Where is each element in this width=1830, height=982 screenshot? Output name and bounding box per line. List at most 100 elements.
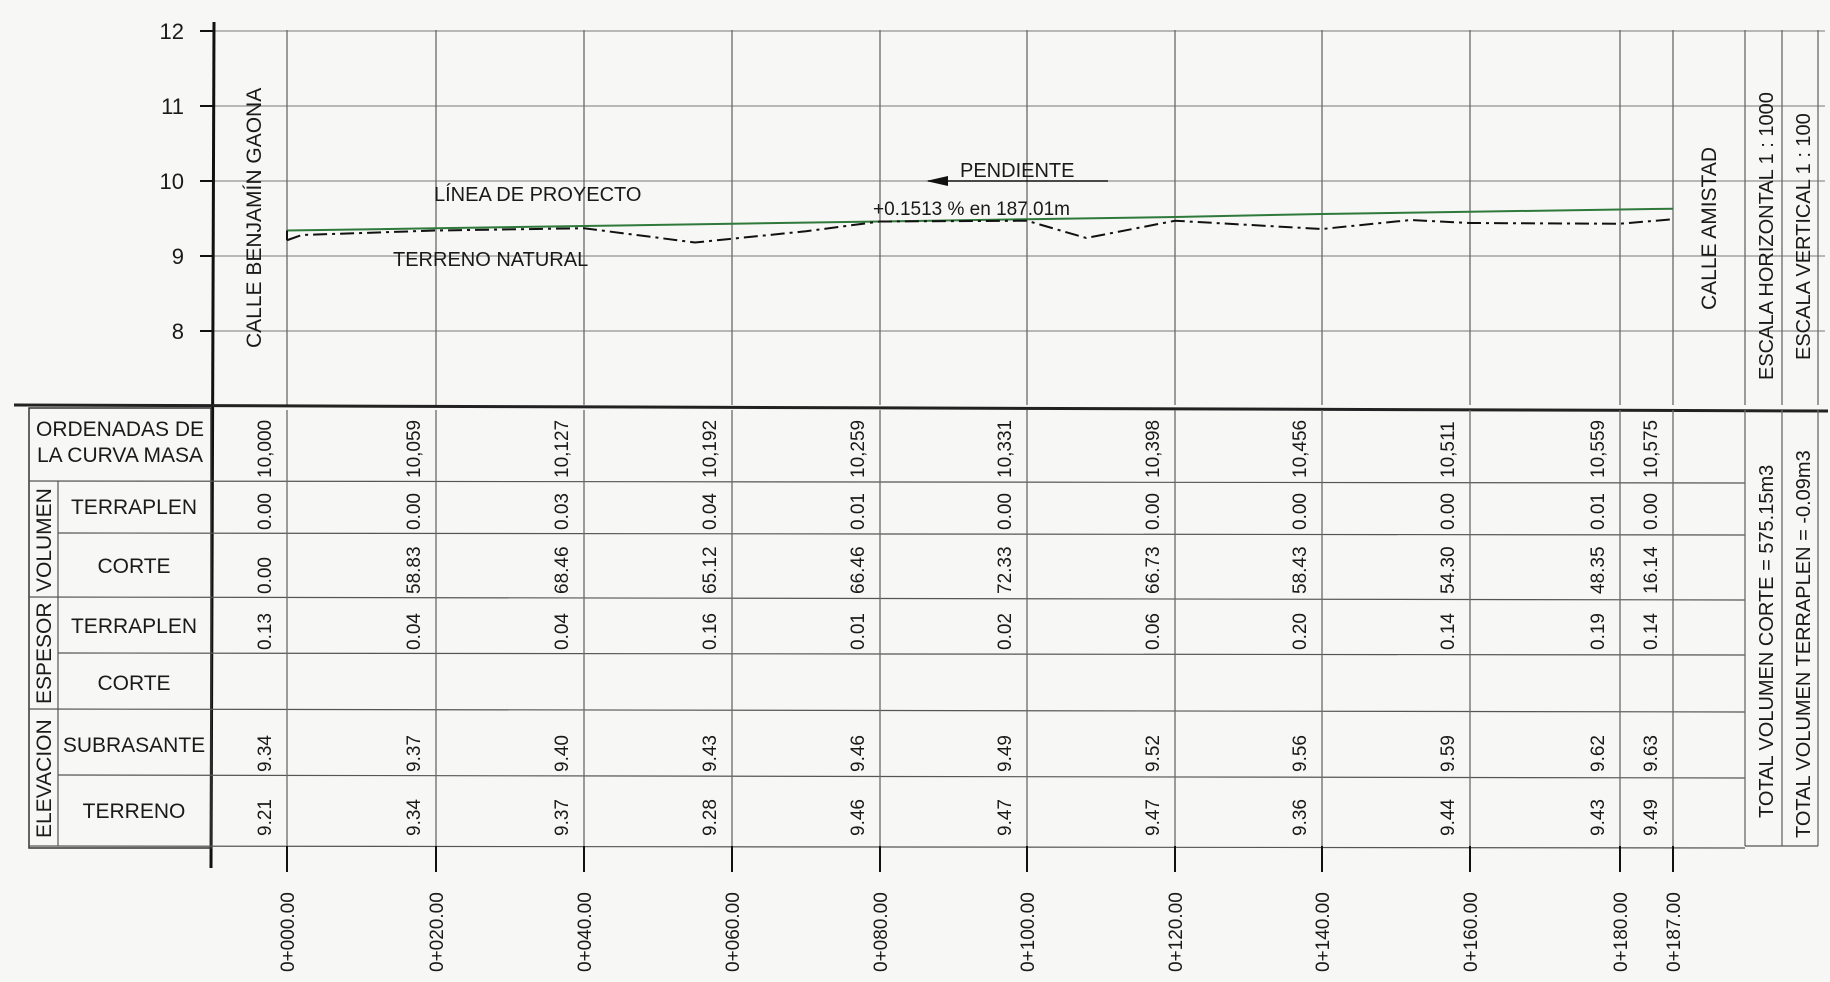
table-cell-vol-terraplen: 0.00 — [1143, 493, 1164, 530]
table-cell-subrasante: 9.63 — [1641, 735, 1662, 772]
group-elevacion-label: ELEVACION — [33, 719, 56, 838]
table-cell-vol-corte: 66.73 — [1143, 546, 1164, 594]
table-cell-ordenada: 10,559 — [1588, 420, 1609, 478]
row-line — [57, 774, 1746, 779]
pendiente-value: +0.1513 % en 187.01m — [873, 199, 1070, 220]
station-label: 0+100.00 — [1018, 892, 1039, 972]
table-row-lines — [28, 480, 1746, 849]
table-cell-esp-terraplen: 0.06 — [1143, 613, 1164, 650]
project-line — [286, 207, 1674, 232]
station-axis: 0+000.00 0+020.00 0+040.00 0+060.00 0+080.00… — [278, 846, 1685, 972]
linea-proyecto-label: LÍNEA DE PROYECTO — [434, 183, 641, 206]
row-line — [28, 708, 1746, 713]
total-terraplen-label: TOTAL VOLUMEN TERRAPLEN = -0.09m3 — [1793, 450, 1815, 838]
profile-table-separator — [13, 403, 1829, 413]
row-label-esp-corte: CORTE — [97, 672, 170, 695]
street-start-label: CALLE BENJAMÍN GAONA — [243, 88, 266, 348]
table-cell-ordenada: 10,059 — [404, 420, 425, 478]
row-label-vol-terraplen: TERRAPLEN — [71, 496, 197, 519]
station-label: 0+120.00 — [1166, 892, 1187, 972]
station-label: 0+000.00 — [278, 892, 299, 972]
table-cell-ordenada: 10,456 — [1290, 420, 1311, 478]
table-cell-vol-corte: 54.30 — [1438, 546, 1459, 594]
escala-vertical-label: ESCALA VERTICAL 1 : 100 — [1793, 113, 1815, 360]
terrain-line — [286, 218, 1674, 244]
table-cell-vol-corte: 16.14 — [1641, 546, 1662, 594]
group-volumen-label: VOLUMEN — [33, 488, 56, 592]
table-cell-vol-terraplen: 0.00 — [1438, 493, 1459, 530]
table-cell-terreno: 9.47 — [1143, 799, 1164, 836]
escala-horizontal-label: ESCALA HORIZONTAL 1 : 1000 — [1756, 92, 1778, 380]
table-cell-subrasante: 9.40 — [552, 735, 573, 772]
table-cell-subrasante: 9.59 — [1438, 735, 1459, 772]
table-cell-vol-terraplen: 0.04 — [700, 493, 721, 530]
table-cell-vol-terraplen: 0.01 — [848, 493, 869, 530]
profile-section-lines — [286, 30, 1819, 405]
row-label-vol-corte: CORTE — [97, 555, 170, 578]
table-cell-terreno: 9.43 — [1588, 799, 1609, 836]
y-axis-ticks — [200, 30, 214, 332]
row-line — [28, 845, 1746, 849]
table-cell-esp-terraplen: 0.13 — [255, 613, 276, 650]
total-corte-label: TOTAL VOLUMEN CORTE = 575.15m3 — [1756, 465, 1778, 818]
table-cell-ordenada: 10,398 — [1143, 420, 1164, 478]
table-cell-terreno: 9.49 — [1641, 799, 1662, 836]
table-cell-ordenada: 10,511 — [1438, 421, 1459, 478]
terreno-natural-label: TERRENO NATURAL — [393, 249, 588, 271]
station-label: 0+060.00 — [723, 892, 744, 972]
table-cell-terreno: 9.36 — [1290, 799, 1311, 836]
table-cell-esp-terraplen: 0.01 — [848, 613, 869, 650]
station-label: 0+140.00 — [1313, 892, 1334, 972]
group-espesor-label: ESPESOR — [33, 602, 56, 704]
street-end-label: CALLE AMISTAD — [1698, 147, 1721, 310]
data-table: ORDENADAS DE LA CURVA MASA VOLUMEN ESPES… — [28, 407, 1819, 849]
table-cell-vol-terraplen: 0.00 — [1290, 493, 1311, 530]
station-label: 0+040.00 — [575, 892, 596, 972]
table-cell-ordenada: 10,192 — [700, 420, 721, 478]
y-tick-label: 11 — [161, 94, 184, 119]
table-cell-vol-corte: 68.46 — [552, 546, 573, 594]
table-cell-vol-terraplen: 0.00 — [1641, 493, 1662, 530]
table-cell-vol-corte: 72.33 — [995, 546, 1016, 594]
y-tick-label: 9 — [172, 244, 184, 269]
pendiente-arrow-icon — [926, 176, 948, 186]
table-cell-ordenada: 10,127 — [552, 420, 573, 478]
table-values: 10,000 0.00 0.00 0.13 9.34 9.21 10,059 0.00 58.8… — [255, 420, 1662, 836]
station-label: 0+020.00 — [427, 892, 448, 972]
y-tick-label: 8 — [172, 319, 184, 344]
table-cell-esp-terraplen: 0.04 — [404, 613, 425, 650]
row-label-esp-terraplen: TERRAPLEN — [71, 615, 197, 638]
table-cell-subrasante: 9.37 — [404, 735, 425, 772]
table-cell-esp-terraplen: 0.19 — [1588, 613, 1609, 650]
table-cell-subrasante: 9.46 — [848, 735, 869, 772]
row-line — [57, 532, 1746, 536]
table-cell-terreno: 9.44 — [1438, 799, 1459, 836]
station-label: 0+187.00 — [1664, 892, 1685, 972]
table-cell-terreno: 9.28 — [700, 799, 721, 836]
table-cell-vol-corte: 48.35 — [1588, 546, 1609, 594]
row-label-terreno: TERRENO — [83, 800, 186, 823]
table-cell-esp-terraplen: 0.16 — [700, 613, 721, 650]
row-line — [57, 652, 1746, 656]
profile-lines — [286, 207, 1674, 244]
station-label: 0+180.00 — [1611, 892, 1632, 972]
table-cell-vol-corte: 58.83 — [404, 546, 425, 594]
table-cell-esp-terraplen: 0.02 — [995, 613, 1016, 650]
profile-area: 12 11 10 9 8 CALLE BENJAMÍN GAONA CALLE … — [160, 19, 1825, 869]
station-label: 0+080.00 — [871, 892, 892, 972]
table-cell-esp-terraplen: 0.04 — [552, 613, 573, 650]
row-line — [28, 480, 1746, 484]
table-cell-ordenada: 10,259 — [848, 420, 869, 478]
station-label: 0+160.00 — [1461, 892, 1482, 972]
table-cell-terreno: 9.47 — [995, 799, 1016, 836]
pendiente-title: PENDIENTE — [960, 160, 1074, 182]
table-cell-esp-terraplen: 0.14 — [1641, 613, 1662, 650]
ordenadas-label-line1: ORDENADAS DE — [36, 418, 204, 441]
y-tick-label: 10 — [160, 169, 184, 194]
table-cell-vol-terraplen: 0.00 — [995, 493, 1016, 530]
table-cell-ordenada: 10,331 — [995, 420, 1016, 478]
table-cell-vol-terraplen: 0.01 — [1588, 493, 1609, 530]
table-cell-vol-corte: 0.00 — [255, 557, 276, 594]
table-cell-ordenada: 10,575 — [1641, 420, 1662, 478]
